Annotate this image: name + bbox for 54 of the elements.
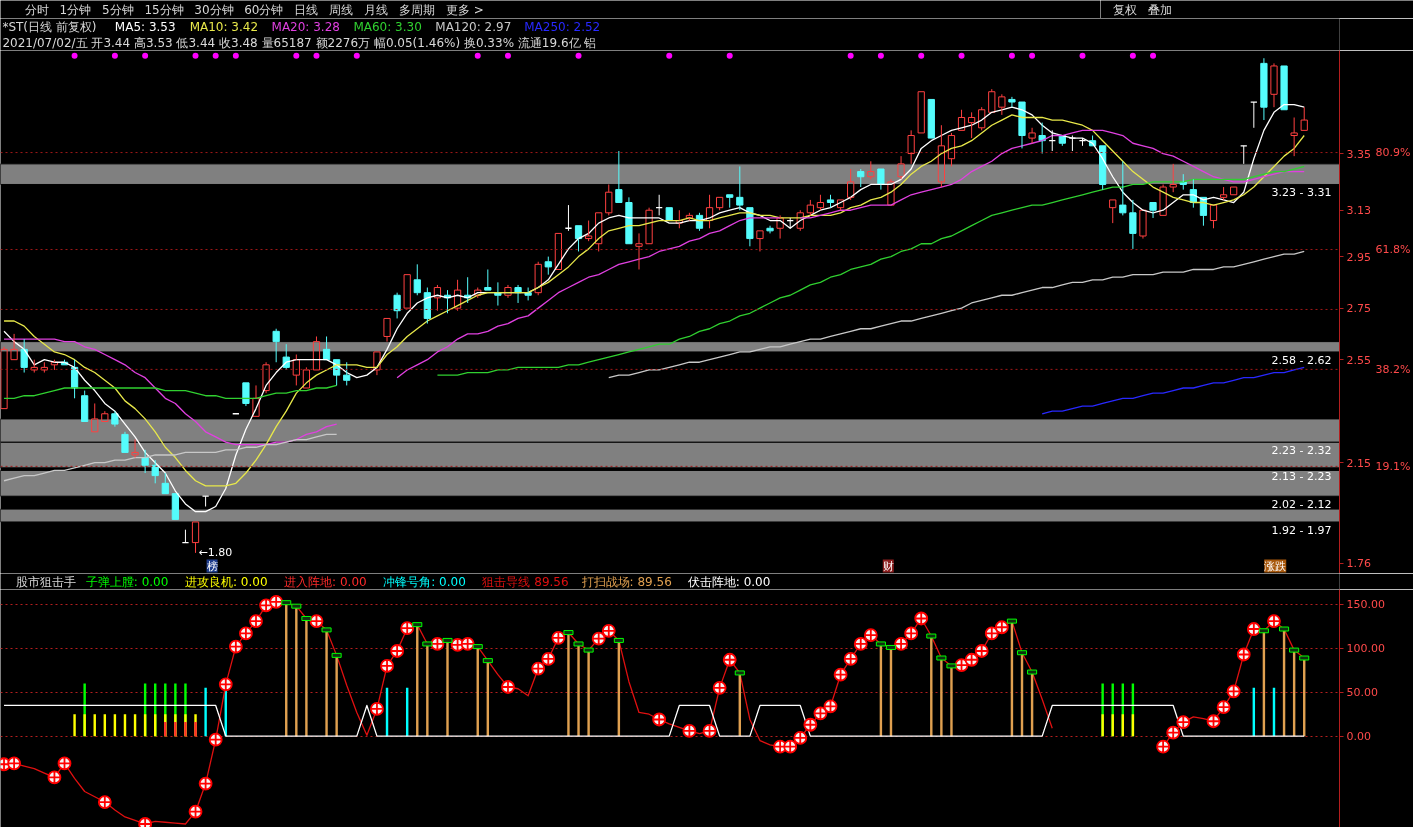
y-tick-label: 50.00 bbox=[1346, 686, 1378, 700]
text: 5分钟 bbox=[101, 2, 134, 17]
text: 进攻良机: 0.00 bbox=[184, 574, 268, 589]
y2-tick-label: 80.9% bbox=[1375, 146, 1411, 160]
y-tick-label: 150.00 bbox=[1346, 598, 1385, 612]
y-tick-label: 1.76 bbox=[1346, 557, 1371, 571]
y-tick-label: 0.00 bbox=[1346, 730, 1371, 744]
text: MA120: 2.97 bbox=[435, 19, 512, 34]
text: 复权 bbox=[1112, 2, 1137, 17]
y-tick-label: 2.95 bbox=[1346, 250, 1371, 264]
band-label: 2.13 - 2.23 bbox=[1271, 469, 1332, 483]
text: 1分钟 bbox=[59, 2, 92, 17]
chart-title: 股市狙击手 bbox=[15, 574, 76, 589]
text: MA60: 3.30 bbox=[353, 19, 422, 34]
y-tick-label: 3.35 bbox=[1346, 147, 1371, 161]
y-tick-label: 100.00 bbox=[1346, 642, 1385, 656]
text: MA250: 2.52 bbox=[524, 19, 601, 34]
annotation: 榜 bbox=[206, 559, 218, 573]
text: 多周期 bbox=[399, 2, 436, 17]
text: 叠加 bbox=[1147, 2, 1172, 17]
annotation: 涨跌 bbox=[1264, 559, 1287, 573]
band-label: 2.02 - 2.12 bbox=[1271, 498, 1332, 512]
text: MA5: 3.53 bbox=[114, 19, 176, 34]
y-tick-label: 3.13 bbox=[1346, 204, 1371, 218]
chart-title: *ST(日线 前复权) bbox=[2, 19, 97, 34]
text: 分时 bbox=[24, 2, 49, 17]
annotation: ←1.80 bbox=[198, 546, 233, 560]
chart-subtitle: 2021/07/02/五 开3.44 高3.53 低3.44 收3.48 量65187 额2276万 幅0.05(1.46%) 换0.33% 流通19.6亿 铝 bbox=[2, 35, 597, 50]
text: 冲锋号角: 0.00 bbox=[383, 574, 466, 589]
y2-tick-label: 61.8% bbox=[1375, 243, 1411, 257]
text: 更多 > bbox=[446, 2, 484, 17]
y2-tick-label: 38.2% bbox=[1375, 362, 1411, 376]
text: 子弹上膛: 0.00 bbox=[85, 574, 169, 589]
annotation: 财 bbox=[882, 559, 894, 573]
text: 60分钟 bbox=[244, 2, 284, 17]
text: 周线 bbox=[329, 2, 354, 17]
text: 伏击阵地: 0.00 bbox=[687, 574, 771, 589]
text: 打扫战场: 89.56 bbox=[580, 574, 672, 589]
band-label: 2.58 - 2.62 bbox=[1271, 353, 1332, 367]
y-tick-label: 2.15 bbox=[1346, 456, 1371, 470]
band-label: 3.23 - 3.31 bbox=[1271, 186, 1332, 200]
y2-tick-label: 19.1% bbox=[1375, 459, 1411, 473]
text: 30分钟 bbox=[194, 2, 234, 17]
text: MA10: 3.42 bbox=[189, 19, 259, 34]
band-label: 2.23 - 2.32 bbox=[1271, 444, 1332, 458]
text: 日线 bbox=[294, 2, 319, 17]
y-tick-label: 2.75 bbox=[1346, 302, 1371, 316]
y-tick-label: 2.55 bbox=[1346, 353, 1371, 367]
text: 进入阵地: 0.00 bbox=[284, 574, 367, 589]
text: MA20: 3.28 bbox=[271, 19, 340, 34]
text: 狙击导线 89.56 bbox=[482, 574, 569, 589]
band-label: 1.92 - 1.97 bbox=[1271, 523, 1332, 537]
text: 15分钟 bbox=[144, 2, 184, 17]
text: 月线 bbox=[364, 2, 389, 17]
